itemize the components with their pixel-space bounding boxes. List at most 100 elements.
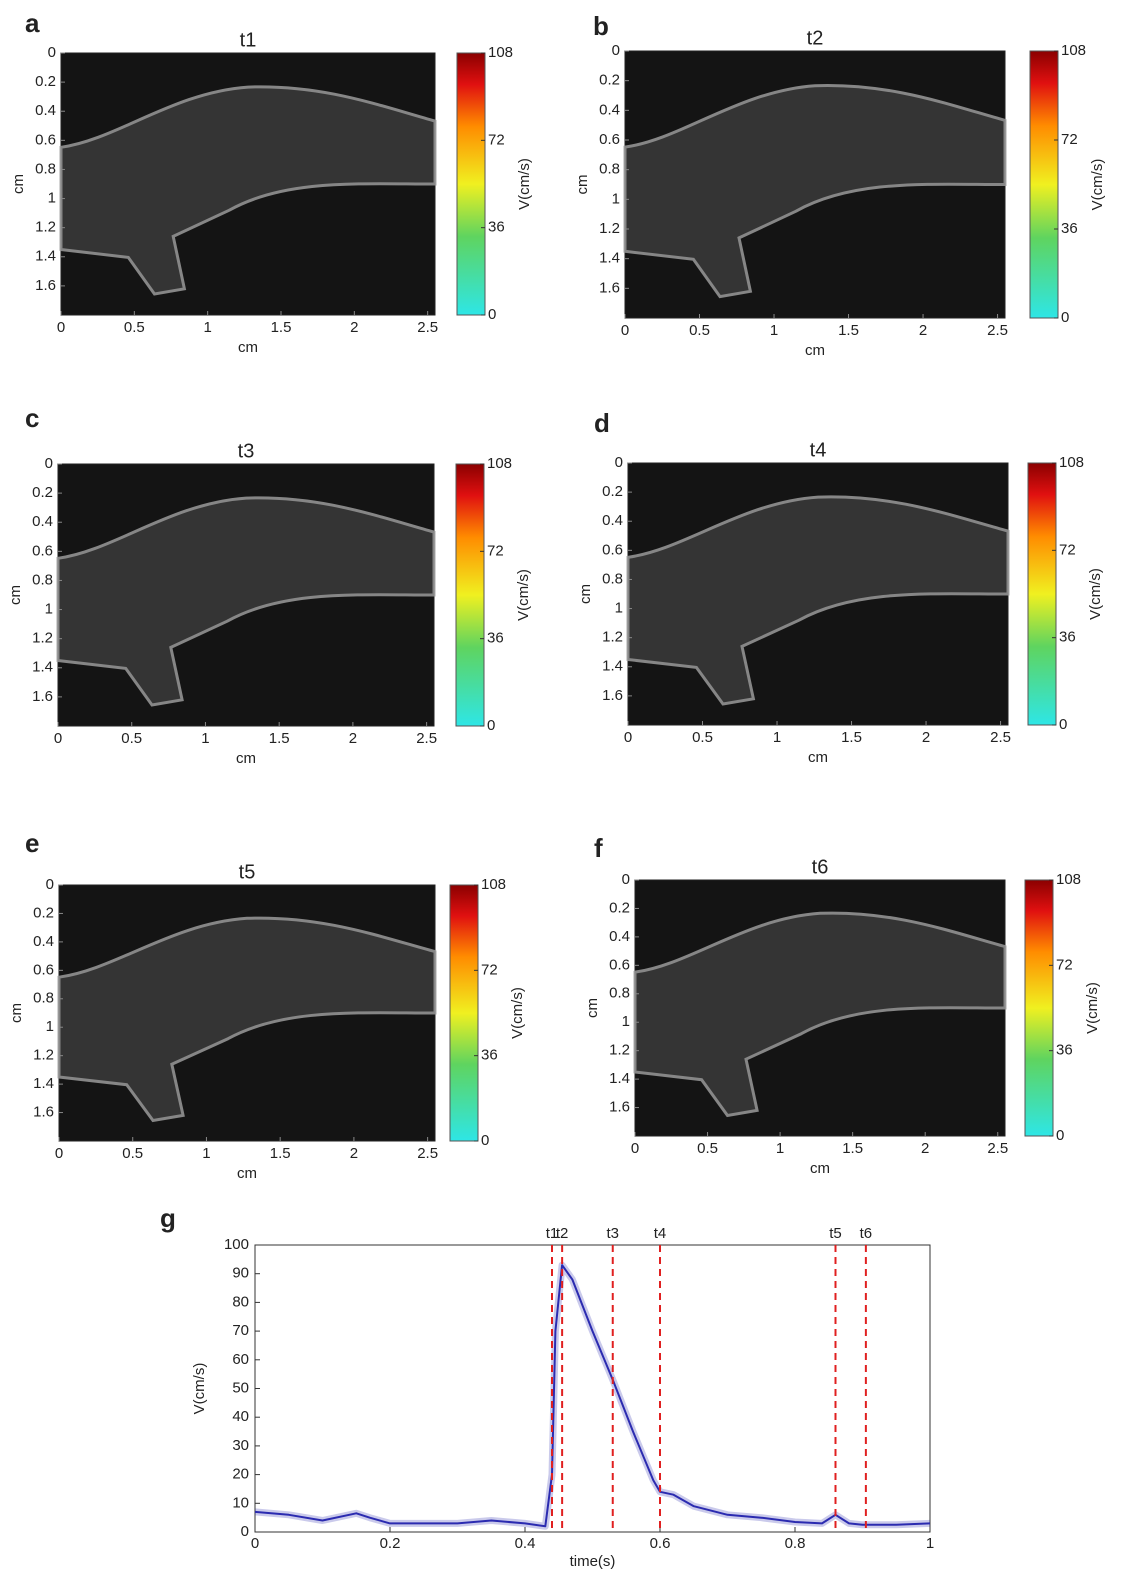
panel-title: t1 xyxy=(240,29,257,51)
x-tick-label: 2.5 xyxy=(417,319,438,336)
x-tick-label: 0 xyxy=(57,319,65,336)
panel-label: e xyxy=(25,828,39,858)
x-tick-label: 1 xyxy=(776,1140,784,1157)
y-tick-label: 1.2 xyxy=(602,629,623,646)
x-tick-label: 0.6 xyxy=(650,1535,671,1552)
y-tick-label: 0.6 xyxy=(35,131,56,148)
y-tick-label: 1.6 xyxy=(35,277,56,294)
x-tick-label: 2 xyxy=(919,322,927,339)
x-tick-label: 1.5 xyxy=(841,729,862,746)
time-marker-label: t1 xyxy=(546,1225,559,1242)
y-tick-label: 1 xyxy=(45,601,53,618)
x-tick-label: 2 xyxy=(921,1140,929,1157)
y-tick-label: 0 xyxy=(48,44,56,61)
colorbar-tick-label: 36 xyxy=(1061,220,1078,237)
y-tick-label: 0.4 xyxy=(33,933,54,950)
x-tick-label: 2.5 xyxy=(417,1145,438,1162)
y-tick-label: 1 xyxy=(615,600,623,617)
colorbar-tick-label: 0 xyxy=(488,306,496,323)
x-tick-label: 0.5 xyxy=(124,319,145,336)
y-tick-label: 0.8 xyxy=(32,571,53,588)
y-axis-label: cm xyxy=(7,585,24,605)
x-axis-label: cm xyxy=(808,749,828,766)
y-tick-label: 0.4 xyxy=(35,102,56,119)
x-tick-label: 2.5 xyxy=(416,730,437,747)
colorbar-label: V(cm/s) xyxy=(1084,982,1101,1034)
colorbar-tick-label: 36 xyxy=(1056,1042,1073,1059)
y-tick-label: 30 xyxy=(232,1437,249,1454)
x-tick-label: 1 xyxy=(202,1145,210,1162)
colorbar-tick-label: 36 xyxy=(481,1047,498,1064)
x-tick-label: 1.5 xyxy=(842,1140,863,1157)
y-axis-label: cm xyxy=(574,175,591,195)
vessel xyxy=(626,495,1010,706)
panel-label: b xyxy=(593,11,609,41)
colorbar-tick-label: 0 xyxy=(487,717,495,734)
plot-area xyxy=(254,1244,931,1533)
x-tick-label: 0.5 xyxy=(697,1140,718,1157)
y-tick-label: 0.6 xyxy=(602,541,623,558)
x-tick-label: 1.5 xyxy=(270,1145,291,1162)
x-axis-label: cm xyxy=(238,339,258,356)
colorbar-tick-label: 72 xyxy=(488,131,505,148)
y-tick-label: 0.2 xyxy=(32,484,53,501)
y-tick-label: 0.2 xyxy=(599,72,620,89)
colorbar-tick-label: 108 xyxy=(487,455,512,472)
panel-label: f xyxy=(594,833,603,863)
x-axis-label: cm xyxy=(236,750,256,767)
colorbar-tick-label: 108 xyxy=(1056,871,1081,888)
y-tick-label: 1 xyxy=(612,190,620,207)
x-tick-label: 1 xyxy=(926,1535,934,1552)
vessel xyxy=(59,85,437,296)
x-tick-label: 2 xyxy=(350,319,358,336)
time-marker-label: t6 xyxy=(860,1225,873,1242)
x-axis-label: cm xyxy=(805,342,825,359)
time-marker-label: t2 xyxy=(556,1225,569,1242)
colorbar-tick-label: 72 xyxy=(487,542,504,559)
y-axis-label: cm xyxy=(8,1003,25,1023)
y-tick-label: 0.2 xyxy=(33,904,54,921)
y-tick-label: 60 xyxy=(232,1351,249,1368)
y-tick-label: 1.2 xyxy=(33,1047,54,1064)
y-tick-label: 1.6 xyxy=(33,1104,54,1121)
panel-title: t2 xyxy=(807,27,824,49)
y-tick-label: 80 xyxy=(232,1293,249,1310)
x-tick-label: 1 xyxy=(773,729,781,746)
y-tick-label: 0.8 xyxy=(609,985,630,1002)
colorbar-tick-label: 36 xyxy=(488,219,505,236)
colorbar-tick-label: 72 xyxy=(1059,541,1076,558)
colorbar-tick-label: 0 xyxy=(1056,1127,1064,1144)
y-tick-label: 1.6 xyxy=(602,687,623,704)
x-tick-label: 1.5 xyxy=(838,322,859,339)
y-tick-label: 90 xyxy=(232,1265,249,1282)
colorbar-tick-label: 108 xyxy=(488,44,513,61)
x-tick-label: 0.2 xyxy=(380,1535,401,1552)
colorbar xyxy=(1029,50,1059,319)
colorbar xyxy=(1024,879,1054,1137)
y-tick-label: 0.4 xyxy=(599,101,620,118)
y-tick-label: 0.8 xyxy=(602,570,623,587)
x-tick-label: 0.8 xyxy=(785,1535,806,1552)
x-tick-label: 1.5 xyxy=(271,319,292,336)
y-tick-label: 1.4 xyxy=(599,250,620,267)
y-tick-label: 1.4 xyxy=(35,248,56,265)
x-tick-label: 0 xyxy=(251,1535,259,1552)
y-tick-label: 1.4 xyxy=(32,659,53,676)
time-marker-label: t4 xyxy=(654,1225,667,1242)
y-tick-label: 70 xyxy=(232,1322,249,1339)
y-tick-label: 100 xyxy=(224,1236,249,1253)
colorbar xyxy=(456,52,486,316)
x-axis-label: cm xyxy=(237,1165,257,1182)
panel-label: g xyxy=(160,1203,176,1233)
colorbar-tick-label: 0 xyxy=(1059,716,1067,733)
y-tick-label: 0.8 xyxy=(33,990,54,1007)
y-tick-label: 0.2 xyxy=(609,899,630,916)
panel-label: a xyxy=(25,8,40,38)
colorbar-tick-label: 36 xyxy=(1059,629,1076,646)
line xyxy=(254,1264,931,1528)
colorbar-tick-label: 0 xyxy=(481,1132,489,1149)
colorbar-label: V(cm/s) xyxy=(516,158,533,210)
panel-label: c xyxy=(25,403,39,433)
panel-title: t4 xyxy=(810,439,827,461)
colorbar xyxy=(449,884,479,1142)
